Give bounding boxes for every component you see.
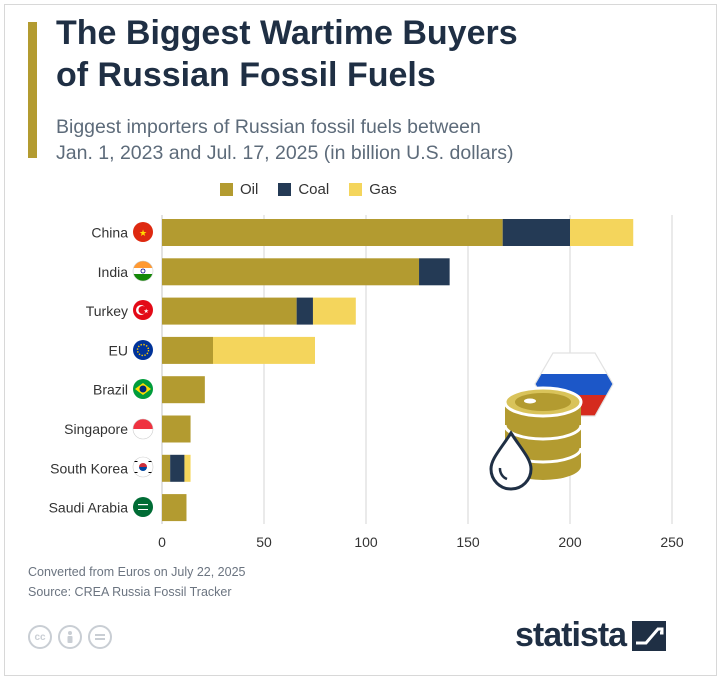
eu-flag-icon — [133, 340, 153, 360]
infographic-frame — [4, 4, 717, 676]
bar-south-korea-gas — [184, 454, 191, 482]
india-flag-icon — [132, 260, 154, 282]
bars-layer — [162, 219, 634, 522]
bar-eu-gas — [213, 336, 315, 364]
category-label-brazil: Brazil — [93, 382, 128, 398]
legend-item-oil: Oil — [220, 181, 258, 198]
category-label-saudi-arabia: Saudi Arabia — [49, 500, 129, 516]
svg-text:★: ★ — [139, 228, 147, 238]
svg-text:★: ★ — [144, 308, 149, 315]
x-tick-label: 50 — [256, 534, 272, 550]
conversion-note: Converted from Euros on July 22, 2025 — [28, 565, 246, 579]
turkey-flag-icon: ★ — [133, 300, 153, 320]
category-label-china: China — [91, 225, 128, 241]
bar-eu-oil — [162, 336, 213, 364]
south-korea-flag-icon — [132, 456, 154, 478]
bar-china-gas — [570, 219, 634, 246]
china-flag-icon: ★ — [133, 222, 153, 242]
title-line-2: of Russian Fossil Fuels — [56, 56, 436, 94]
x-tick-label: 100 — [354, 534, 378, 550]
oil-drop-icon — [489, 430, 533, 491]
chart-title: The Biggest Wartime Buyers of Russian Fo… — [56, 12, 706, 96]
category-label-eu: EU — [109, 342, 128, 358]
x-tick-label: 200 — [558, 534, 582, 550]
bar-saudi-arabia-oil — [162, 494, 187, 522]
bar-brazil-oil — [162, 376, 205, 404]
x-tick-label: 250 — [660, 534, 684, 550]
flags-layer: ★ ★ — [132, 222, 154, 517]
brand-name: statista — [515, 616, 627, 654]
legend-swatch-gas — [349, 183, 363, 196]
chart-subtitle: Biggest importers of Russian fossil fuel… — [56, 114, 696, 166]
attribution-icon[interactable] — [58, 625, 82, 649]
title-line-1: The Biggest Wartime Buyers — [56, 14, 518, 52]
bar-south-korea-coal — [170, 454, 185, 482]
singapore-flag-icon — [132, 418, 154, 440]
bar-south-korea-oil — [162, 454, 171, 482]
legend-item-gas: Gas — [349, 181, 397, 198]
bar-singapore-oil — [162, 415, 191, 443]
legend-item-coal: Coal — [278, 181, 329, 198]
statista-logo[interactable]: statista — [515, 616, 667, 655]
title-accent-bar — [28, 22, 37, 158]
brazil-flag-icon — [133, 379, 153, 399]
subtitle-line-2: Jan. 1, 2023 and Jul. 17, 2025 (in billi… — [56, 142, 514, 164]
bar-turkey-coal — [296, 297, 313, 325]
saudi-arabia-flag-icon — [133, 497, 153, 517]
category-label-south-korea: South Korea — [50, 460, 128, 476]
x-tick-label: 150 — [456, 534, 480, 550]
license-icons: cc — [28, 625, 118, 649]
legend-label-oil: Oil — [240, 181, 259, 198]
bar-india-oil — [162, 258, 420, 286]
no-derivatives-icon[interactable] — [88, 625, 112, 649]
category-label-india: India — [98, 264, 129, 280]
category-label-singapore: Singapore — [64, 421, 128, 437]
bar-china-oil — [162, 219, 503, 246]
category-label-turkey: Turkey — [86, 303, 128, 319]
legend-label-gas: Gas — [369, 181, 397, 198]
bar-india-coal — [419, 258, 450, 286]
legend-swatch-oil — [220, 183, 233, 196]
cc-icon[interactable]: cc — [28, 625, 52, 649]
statista-mark-icon — [632, 620, 667, 651]
bar-turkey-oil — [162, 297, 297, 325]
bar-china-coal — [502, 219, 570, 246]
chart-legend: Oil Coal Gas — [220, 181, 417, 198]
bar-turkey-gas — [312, 297, 356, 325]
legend-swatch-coal — [278, 183, 292, 196]
labels-layer: 0 50 100 150 200 250 China India Turkey EU Brazil S… — [49, 225, 684, 551]
x-tick-label: 0 — [158, 534, 166, 550]
oil-barrel-icon — [503, 386, 583, 480]
subtitle-line-1: Biggest importers of Russian fossil fuel… — [56, 116, 481, 138]
source-note: Source: CREA Russia Fossil Tracker — [28, 585, 232, 599]
legend-label-coal: Coal — [298, 181, 330, 198]
